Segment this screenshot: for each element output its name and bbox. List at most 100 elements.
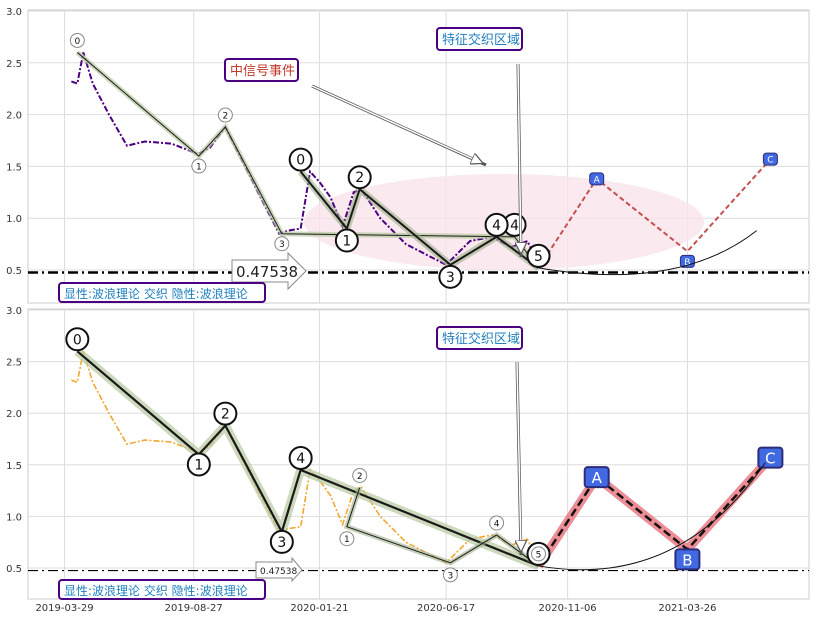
sub-wave-path-line: [346, 487, 539, 567]
wave-point-label: 3: [277, 535, 286, 551]
bottom-value-label: 0.47538: [260, 567, 297, 577]
projection-point-label: A: [592, 469, 603, 487]
sub-wave-point-label: 1: [342, 234, 351, 250]
sub-wave-point-label: 4: [492, 218, 501, 234]
signal-event-label: 中信号事件: [230, 64, 295, 79]
sub-wave-point-label: 5: [536, 550, 542, 560]
wave-point-marker: [217, 107, 233, 123]
projection-point-marker: [674, 548, 701, 571]
y-tick-label: 1.5: [6, 162, 22, 173]
y-tick-label: 3.0: [6, 7, 22, 18]
projection-curve: [538, 230, 758, 276]
signal-event-box: [224, 58, 299, 82]
sub-wave-point-label: 2: [357, 472, 363, 482]
projection-point-marker: [762, 152, 778, 166]
projection-point-label: C: [765, 450, 775, 468]
y-tick-label: 2.5: [6, 358, 22, 369]
wave-point-marker: [191, 158, 207, 174]
x-tick-label: 2020-11-06: [539, 603, 597, 614]
y-tick-label: 0.5: [6, 564, 22, 575]
y-tick-label: 0.5: [6, 266, 22, 277]
sub-wave-point-marker: [484, 212, 509, 237]
legend-box-top: [58, 282, 266, 303]
sub-wave-point-marker: [489, 515, 505, 531]
sub-wave-point-marker: [526, 243, 551, 268]
projection-path-line: [537, 456, 772, 567]
wave-point-marker: [213, 401, 238, 426]
top-y-ticks: 0.5 1.0 1.5 2.0 2.5 3.0: [6, 7, 22, 277]
y-tick-label: 2.0: [6, 111, 22, 122]
zone-box-bottom: [436, 326, 523, 350]
zone-box-top: [436, 27, 523, 51]
sub-wave-point-marker: [288, 147, 313, 172]
bottom-y-ticks: 0.5 1.0 1.5 2.0 2.5 3.0: [6, 306, 22, 575]
zone-label-top: 特征交织区域: [442, 32, 520, 48]
sub-wave-point-marker: [334, 228, 359, 253]
sub-wave-point-marker: [339, 531, 355, 547]
projection-point-marker: [757, 446, 784, 469]
top-panel-layer: 012345012345ABC: [28, 32, 809, 289]
projection-curve: [538, 462, 766, 571]
y-tick-label: 1.5: [6, 461, 22, 472]
wave-point-label: 4: [296, 451, 305, 467]
y-tick-label: 1.0: [6, 214, 22, 225]
sub-wave-point-marker: [531, 546, 547, 562]
sub-wave-point-label: 3: [446, 270, 455, 286]
sub-wave-point-label: 3: [448, 571, 454, 581]
wave-point-marker: [65, 327, 90, 352]
wave-point-label: 2: [221, 407, 230, 423]
y-tick-label: 2.5: [6, 59, 22, 70]
sub-wave-point-marker: [352, 468, 368, 484]
y-tick-label: 1.0: [6, 512, 22, 523]
sub-wave-point-label: 0: [296, 153, 305, 169]
wave-point-label: 1: [196, 163, 202, 173]
sub-wave-point-marker: [347, 165, 372, 190]
zone-arrow-bottom-inner: [517, 361, 521, 551]
wave-point-label: 3: [279, 240, 285, 250]
x-ticks: 2019-03-29 2019-08-27 2020-01-21 2020-06-17…: [35, 603, 716, 614]
sub-wave-point-marker: [442, 567, 458, 583]
bottom-panel-layer: 01234521345ABC: [28, 327, 809, 583]
wave-point-marker: [69, 32, 85, 48]
wave-point-marker: [269, 529, 294, 554]
signal-event-arrow-inner: [311, 85, 482, 163]
sub-wave-point-marker: [438, 264, 463, 289]
legend-label-bottom: 显性:波浪理论 交织 隐性:波浪理论: [64, 583, 248, 598]
zone-arrow-top-inner: [518, 63, 521, 253]
sub-wave-point-label: 4: [494, 519, 500, 529]
wave-point-label: 4: [510, 218, 519, 234]
x-tick-label: 2021-03-26: [658, 603, 716, 614]
x-tick-label: 2020-06-17: [417, 603, 475, 614]
wave-point-label: 2: [222, 112, 228, 122]
top-value-label: 0.47538: [236, 263, 298, 281]
projection-point-label: A: [594, 175, 601, 185]
sub-wave-point-label: 2: [355, 170, 364, 186]
sub-wave-path-line: [299, 170, 540, 269]
bottom-value-callout: [255, 556, 303, 583]
y-tick-label: 2.0: [6, 409, 22, 420]
projection-point-label: C: [767, 156, 773, 166]
legend-label-top: 显性:波浪理论 交织 隐性:波浪理论: [64, 286, 248, 301]
wave-point-label: 0: [73, 332, 82, 348]
x-tick-label: 2020-01-21: [290, 603, 348, 614]
legend-box-bottom: [58, 579, 266, 600]
sub-wave-point-label: 5: [534, 249, 543, 265]
projection-point-label: B: [682, 551, 692, 569]
wave-point-marker: [186, 452, 211, 477]
wave-point-label: 1: [194, 457, 203, 473]
y-tick-label: 3.0: [6, 306, 22, 317]
wave-point-label: 0: [74, 37, 80, 47]
price-series-line: [71, 351, 540, 564]
sub-wave-point-label: 1: [344, 535, 350, 545]
projection-point-marker: [583, 466, 610, 489]
wave-path-line: [76, 350, 539, 567]
wave-path-line: [77, 52, 539, 269]
projection-point-label: B: [684, 258, 690, 268]
wave-point-marker: [274, 236, 290, 252]
x-tick-label: 2019-08-27: [165, 603, 223, 614]
wave-point-marker: [288, 445, 313, 470]
projection-point-marker: [589, 172, 605, 186]
x-tick-label: 2019-03-29: [35, 603, 93, 614]
projection-path-line: [537, 158, 772, 269]
